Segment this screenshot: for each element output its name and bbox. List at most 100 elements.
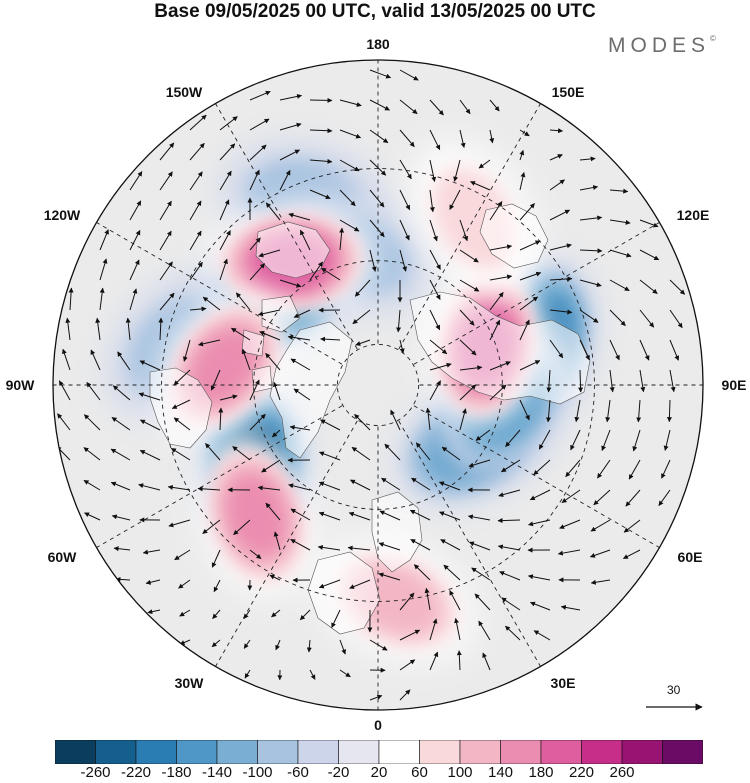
wind-arrow xyxy=(519,319,530,341)
wind-arrow xyxy=(429,651,439,671)
colorbar-tick-label: -220 xyxy=(120,764,152,781)
wind-arrow xyxy=(232,446,251,461)
wind-arrow xyxy=(459,365,483,371)
wind-arrow xyxy=(249,144,267,161)
wind-arrow xyxy=(339,159,360,172)
wind-arrow xyxy=(173,369,191,386)
wind-arrow xyxy=(399,129,415,148)
wind-arrow xyxy=(331,609,341,628)
wind-arrow xyxy=(279,122,302,131)
wind-arrow xyxy=(471,567,491,581)
wind-arrow xyxy=(265,202,281,221)
wind-arrow xyxy=(639,369,646,393)
wind-arrow xyxy=(478,159,491,169)
wind-arrow xyxy=(65,317,71,341)
lon-label-120w: 120W xyxy=(44,207,81,223)
kamchatka-outline xyxy=(479,203,549,269)
wind-arrow xyxy=(170,447,191,461)
lon-label-30w: 30W xyxy=(175,675,205,691)
wind-arrow xyxy=(249,237,261,251)
lon-label-180: 180 xyxy=(366,36,390,52)
wind-arrow xyxy=(399,592,415,611)
wind-arrow xyxy=(468,541,491,551)
wind-arrow xyxy=(456,650,462,671)
wind-arrow xyxy=(519,129,530,137)
wind-arrow xyxy=(347,545,371,551)
wind-arrow xyxy=(528,519,551,527)
wind-arrow xyxy=(138,392,161,401)
wind-arrow xyxy=(271,429,281,438)
wind-arrow xyxy=(219,199,230,221)
colorbar-tick-label: -180 xyxy=(161,764,192,781)
wind-arrow xyxy=(424,587,431,611)
anomaly-contour-fill xyxy=(225,473,288,557)
lon-label-60e: 60E xyxy=(678,549,703,565)
wind-arrow xyxy=(579,215,603,221)
colorbar xyxy=(55,740,703,764)
colorbar-swatch xyxy=(216,740,258,764)
wind-arrow xyxy=(257,485,281,491)
wind-arrow xyxy=(171,399,191,409)
wind-arrow xyxy=(159,261,173,281)
wind-arrow xyxy=(249,549,262,559)
wind-arrow xyxy=(182,339,191,362)
wind-arrow xyxy=(390,409,401,431)
wind-arrow xyxy=(219,230,231,251)
wind-arrow xyxy=(189,142,205,161)
wind-arrow xyxy=(399,219,410,241)
colorbar-tick-label: -140 xyxy=(201,764,233,781)
wind-arrow xyxy=(443,564,461,581)
wind-arrow xyxy=(429,279,441,300)
wind-arrow xyxy=(265,352,281,371)
wind-arrow xyxy=(273,531,281,551)
wind-arrow xyxy=(189,306,207,312)
coastlines xyxy=(149,203,591,635)
wind-arrow xyxy=(279,279,302,288)
colorbar-swatch xyxy=(540,740,582,764)
wind-arrow xyxy=(139,449,161,461)
anomaly-center xyxy=(201,437,312,594)
wind-arrow xyxy=(349,479,371,491)
wind-arrow xyxy=(429,129,441,151)
wind-arrow xyxy=(369,159,387,176)
colorbar-swatch xyxy=(378,740,420,764)
wind-arrow xyxy=(459,279,480,292)
wind-arrow xyxy=(399,339,405,354)
wind-arrow xyxy=(628,459,641,480)
wind-arrow xyxy=(669,309,683,329)
wind-arrow xyxy=(339,99,362,107)
wind-arrow xyxy=(609,339,620,361)
wind-arrow xyxy=(321,267,341,281)
lon-label-60w: 60W xyxy=(48,549,78,565)
wind-arrow xyxy=(549,339,564,359)
wind-arrow xyxy=(249,379,260,401)
wind-arrow xyxy=(519,271,542,281)
wind-arrow xyxy=(219,116,238,131)
wind-arrow xyxy=(454,617,461,641)
wind-arrow xyxy=(309,189,331,200)
wind-arrow xyxy=(669,279,686,295)
wind-arrow xyxy=(351,446,371,461)
colorbar-swatch xyxy=(135,740,177,764)
wind-arrow xyxy=(339,639,347,655)
colorbar-swatch xyxy=(662,740,703,764)
colorbar-tick-label: 60 xyxy=(411,764,428,781)
wind-arrow xyxy=(501,597,521,611)
wind-arrow xyxy=(158,317,164,341)
wind-arrow xyxy=(601,429,611,451)
wind-arrow xyxy=(530,601,551,611)
wind-arrow xyxy=(639,219,659,228)
wind-arrow xyxy=(318,481,341,491)
wind-arrow xyxy=(579,185,599,191)
wind-arrow xyxy=(110,448,131,461)
wind-arrow xyxy=(58,380,71,401)
wind-arrow xyxy=(110,481,131,491)
colorbar-tick-label: 180 xyxy=(528,764,554,781)
wind-arrow xyxy=(261,459,281,473)
wind-arrow xyxy=(413,564,431,581)
polar-map: 180 150E 120E 90E 60E 30E 0 30W 60W 90W … xyxy=(6,36,747,733)
wind-arrow xyxy=(339,189,356,207)
wind-arrow xyxy=(159,200,172,221)
wind-arrow xyxy=(265,502,281,521)
lon-label-0: 0 xyxy=(374,717,382,733)
